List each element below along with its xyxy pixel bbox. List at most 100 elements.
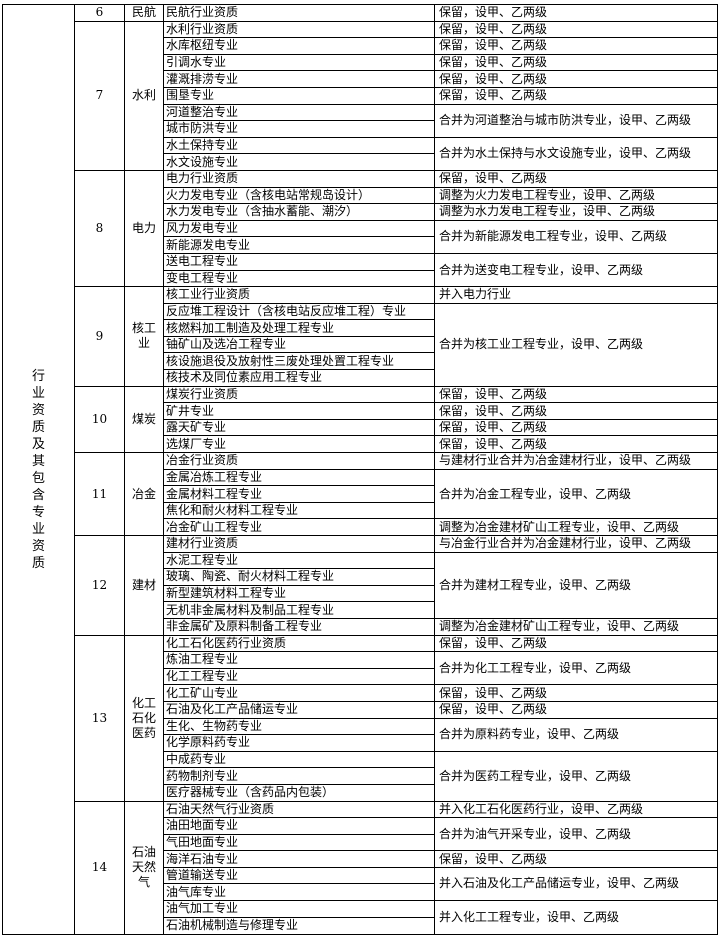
specialty-cell: 核燃料加工制造及处理工程专业 (163, 319, 435, 337)
vertical-header-text: 行业资质及其包含专业资质 (31, 368, 45, 571)
section-number-cell: 11 (74, 452, 125, 536)
table-row: 化工矿山专业 保留，设甲、乙两级 (3, 684, 718, 702)
table-row: 化工工程专业 (3, 667, 718, 686)
specialty-cell: 石油天然气行业资质 (163, 800, 435, 819)
table-row: 8 电力 电力行业资质 保留，设甲、乙两级 (3, 169, 718, 288)
specialty-cell: 新型建筑材料工程专业 (163, 584, 435, 603)
section-number-cell: 7 (74, 20, 125, 171)
result-cell: 保留，设甲、乙两级 (434, 634, 718, 653)
result-cell: 合并为冶金工程专业，设甲、乙两级 (434, 468, 718, 520)
specialty-cell: 玻璃、陶瓷、耐火材料工程专业 (163, 568, 435, 586)
table-row: 油气加工专业 并入化工工程专业，设甲、乙两级 (3, 900, 718, 935)
table-row: 核设施退役及放射性三废处理处置工程专业 (3, 352, 718, 371)
specialty-cell: 铀矿山及选冶工程专业 (163, 335, 435, 354)
result-cell: 合并为核工业工程专业，设甲、乙两级 (434, 302, 718, 387)
specialty-cell: 水力发电专业（含抽水蓄能、潮汐） (163, 203, 435, 221)
table-row: 油田地面专业 合并为油气开采专业，设甲、乙两级 (3, 817, 718, 852)
specialty-cell: 石油机械制造与修理专业 (163, 916, 435, 936)
result-cell: 合并为医药工程专业，设甲、乙两级 (434, 750, 718, 802)
table-row: 铀矿山及选冶工程专业 (3, 335, 718, 354)
result-cell: 保留，设甲、乙两级 (434, 86, 718, 105)
result-cell: 并入石油及化工产品储运专业，设甲、乙两级 (434, 866, 718, 902)
result-cell: 调整为冶金建材矿山工程专业，设甲、乙两级 (434, 617, 718, 636)
specialty-cell: 变电工程专业 (163, 269, 435, 288)
specialty-cell: 石油及化工产品储运专业 (163, 700, 435, 719)
industry-name-cell: 电力 (124, 169, 164, 288)
table-row: 矿井专业 保留，设甲、乙两级 (3, 402, 718, 420)
result-cell: 并入化工工程专业，设甲、乙两级 (434, 900, 718, 935)
result-cell: 合并为送变电工程专业，设甲、乙两级 (434, 252, 718, 288)
specialty-cell: 核设施退役及放射性三废处理处置工程专业 (163, 352, 435, 371)
specialty-cell: 医疗器械专业（含药品内包装） (163, 783, 435, 802)
result-cell: 合并为新能源发电工程专业，设甲、乙两级 (434, 219, 718, 254)
specialty-cell: 管道输送专业 (163, 866, 435, 885)
specialty-cell: 金属冶炼工程专业 (163, 468, 435, 487)
result-cell: 合并为水土保持与水文设施专业，设甲、乙两级 (434, 136, 718, 171)
industry-name-cell: 核工业 (124, 286, 164, 387)
vertical-header-cell: 行业资质及其包含专业资质 (2, 4, 75, 935)
table-row: 石油及化工产品储运专业 保留，设甲、乙两级 (3, 700, 718, 719)
result-cell: 保留，设甲、乙两级 (434, 385, 718, 404)
result-cell: 调整为冶金建材矿山工程专业，设甲、乙两级 (434, 518, 718, 536)
specialty-cell: 新能源发电专业 (163, 236, 435, 254)
specialty-cell: 海洋石油专业 (163, 850, 435, 868)
specialty-cell: 送电工程专业 (163, 252, 435, 271)
specialty-cell: 油田地面专业 (163, 817, 435, 835)
section-number-cell: 14 (74, 800, 125, 935)
table-row: 炼油工程专业 合并为化工工程专业，设甲、乙两级 (3, 651, 718, 686)
table-row: 城市防洪专业 (3, 120, 718, 138)
table-row: 火力发电专业（含核电站常规岛设计） 调整为火力发电工程专业，设甲、乙两级 (3, 186, 718, 205)
result-cell: 合并为建材工程专业，设甲、乙两级 (434, 551, 718, 619)
specialty-cell: 民航行业资质 (163, 4, 435, 22)
table-row: 反应堆工程设计（含核电站反应堆工程）专业 合并为核工业工程专业，设甲、乙两级 (3, 302, 718, 387)
specialty-cell: 煤炭行业资质 (163, 385, 435, 404)
table-row: 行业资质及其包含专业资质 6 民航 民航行业资质 保留，设甲、乙两级 (2, 4, 718, 935)
specialty-cell: 水库枢纽专业 (163, 37, 435, 55)
industry-name-cell: 水利 (124, 20, 164, 171)
specialty-cell: 水利行业资质 (163, 20, 435, 39)
result-cell: 保留，设甲、乙两级 (434, 53, 718, 72)
specialty-cell: 焦化和耐火材料工程专业 (163, 501, 435, 520)
specialty-cell: 非金属矿及原料制备工程专业 (163, 617, 435, 636)
specialty-cell: 火力发电专业（含核电站常规岛设计） (163, 186, 435, 205)
specialty-cell: 引调水专业 (163, 53, 435, 72)
table-row: 新型建筑材料工程专业 (3, 584, 718, 603)
specialty-cell: 油气库专业 (163, 883, 435, 902)
table-row: 水土保持专业 合并为水土保持与水文设施专业，设甲、乙两级 (3, 136, 718, 171)
table-body: 行业资质及其包含专业资质 6 民航 民航行业资质 保留，设甲、乙两级 7 水利 水利行业资质保… (2, 4, 718, 936)
section-number-cell: 9 (74, 286, 125, 387)
specialty-cell: 化工石化医药行业资质 (163, 634, 435, 653)
result-cell: 保留，设甲、乙两级 (434, 850, 718, 868)
result-cell: 保留，设甲、乙两级 (434, 4, 718, 22)
specialty-cell: 核工业行业资质 (163, 286, 435, 304)
result-cell: 保留，设甲、乙两级 (434, 418, 718, 437)
specialty-cell: 反应堆工程设计（含核电站反应堆工程）专业 (163, 302, 435, 321)
table-row: 石油机械制造与修理专业 (3, 916, 718, 936)
specialty-cell: 灌溉排涝专业 (163, 70, 435, 88)
table-row: 水力发电专业（含抽水蓄能、潮汐） 调整为水力发电工程专业，设甲、乙两级 (3, 203, 718, 221)
table-row: 10 煤炭 煤炭行业资质 保留，设甲、乙两级 (3, 385, 718, 454)
specialty-cell: 矿井专业 (163, 402, 435, 420)
specialty-cell: 炼油工程专业 (163, 651, 435, 669)
industry-qualification-table: 行业资质及其包含专业资质 6 民航 民航行业资质 保留，设甲、乙两级 7 水利 水利行业资质保… (2, 4, 718, 936)
specialty-cell: 化学原料药专业 (163, 734, 435, 752)
result-cell: 保留，设甲、乙两级 (434, 402, 718, 420)
specialty-cell: 中成药专业 (163, 750, 435, 769)
table-row: 核技术及同位素应用工程专业 (3, 369, 718, 387)
table-row: 冶金矿山工程专业 调整为冶金建材矿山工程专业，设甲、乙两级 (3, 518, 718, 536)
specialty-cell: 围垦专业 (163, 86, 435, 105)
specialty-cell: 药物制剂专业 (163, 767, 435, 785)
result-cell: 保留，设甲、乙两级 (434, 684, 718, 702)
specialty-cell: 油气加工专业 (163, 900, 435, 918)
result-cell: 保留，设甲、乙两级 (434, 700, 718, 719)
table-row: 河道整治专业 合并为河道整治与城市防洪专业，设甲、乙两级 (3, 103, 718, 138)
specialty-cell: 冶金行业资质 (163, 452, 435, 470)
table-row: 海洋石油专业 保留，设甲、乙两级 (3, 850, 718, 868)
specialty-cell: 无机非金属材料及制品工程专业 (163, 601, 435, 619)
industry-name-cell: 建材 (124, 535, 164, 636)
specialty-cell: 风力发电专业 (163, 219, 435, 238)
result-cell: 合并为河道整治与城市防洪专业，设甲、乙两级 (434, 103, 718, 138)
industry-name-cell: 民航 (124, 4, 164, 22)
section-number-cell: 13 (74, 634, 125, 802)
table-row: 管道输送专业 并入石油及化工产品储运专业，设甲、乙两级 (3, 866, 718, 902)
